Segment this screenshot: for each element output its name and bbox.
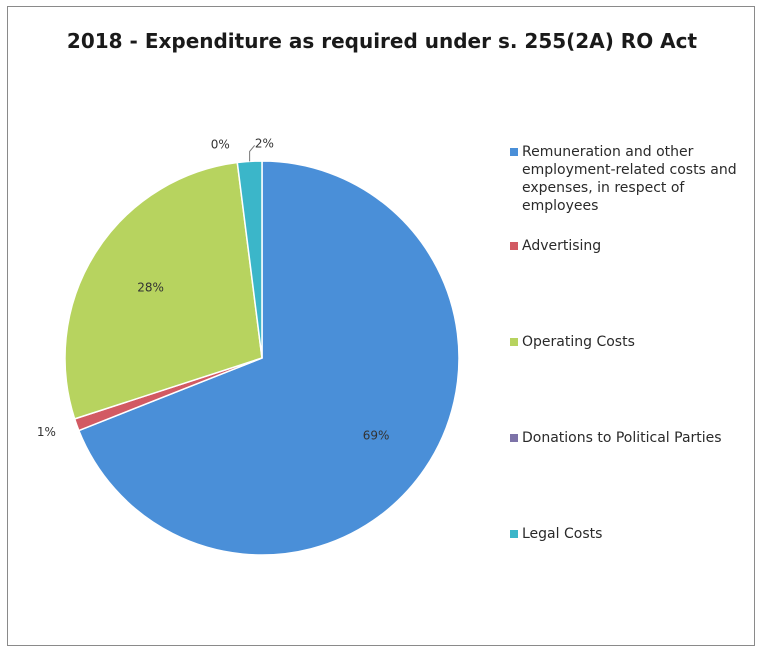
legend-label-donations: Donations to Political Parties <box>522 430 722 446</box>
legend-swatch-remuneration <box>510 148 518 156</box>
chart-title: 2018 - Expenditure as required under s. … <box>66 29 698 53</box>
data-label-operating-costs: 28% <box>137 280 164 294</box>
legend-label-remuneration: Remuneration and other employment-relate… <box>522 144 737 214</box>
legend-swatch-operating-costs <box>510 338 518 346</box>
legend-label-legal-costs: Legal Costs <box>522 526 603 542</box>
leader-line-legal-costs <box>249 145 256 162</box>
data-label-legal-costs: 2% <box>255 136 274 150</box>
data-label-remuneration: 69% <box>363 429 390 443</box>
legend-label-advertising: Advertising <box>522 238 602 254</box>
data-label-donations: 0% <box>211 138 230 152</box>
legend-item-advertising: Advertising <box>510 237 760 255</box>
legend-item-donations: Donations to Political Parties <box>510 429 760 447</box>
pie-chart: 69% 28% 1% 0% 2% <box>37 136 460 556</box>
legend-swatch-donations <box>510 434 518 442</box>
pie-slice-operating-costs <box>64 161 263 420</box>
legend-swatch-advertising <box>510 242 518 250</box>
legend-swatch-legal-costs <box>510 530 518 538</box>
legend-item-legal-costs: Legal Costs <box>510 525 760 543</box>
chart-frame: 2018 - Expenditure as required under s. … <box>7 6 755 646</box>
data-label-advertising: 1% <box>37 425 56 439</box>
pie-slice-remuneration <box>77 160 460 556</box>
legend-label-operating-costs: Operating Costs <box>522 334 635 350</box>
legend-item-remuneration: Remuneration and other employment-relate… <box>510 143 760 215</box>
legend-item-operating-costs: Operating Costs <box>510 333 760 351</box>
